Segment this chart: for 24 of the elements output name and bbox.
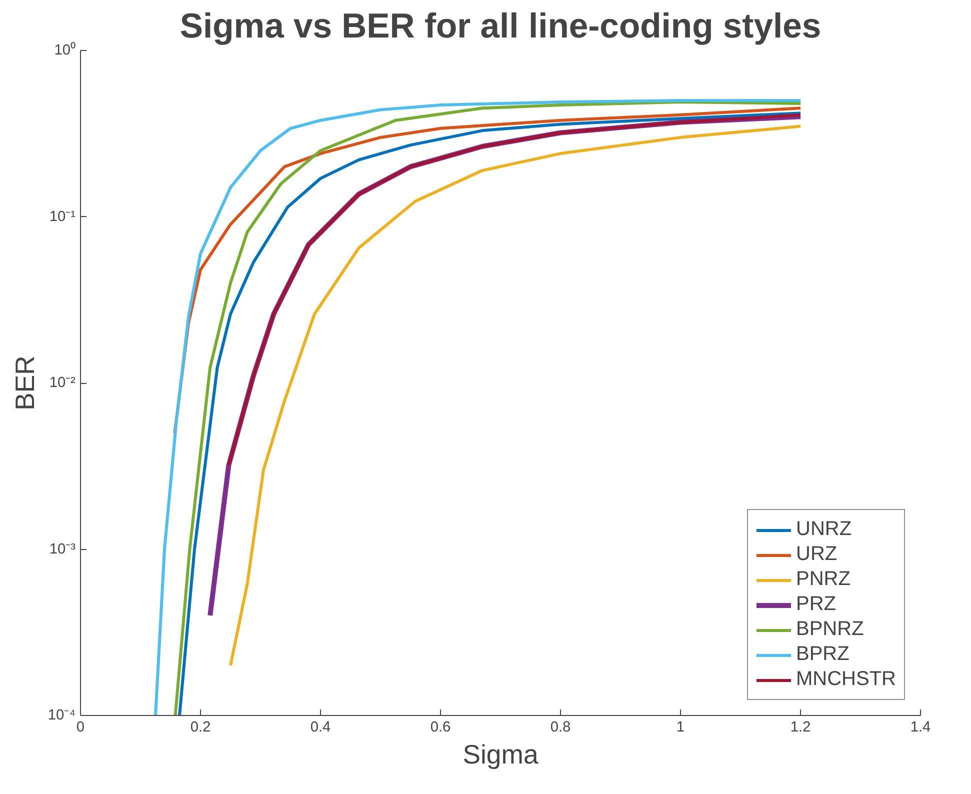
- y-tick-label: 10⁻¹: [49, 208, 76, 225]
- y-tick-label: 10⁻⁴: [48, 708, 76, 724]
- y-axis-title: BER: [10, 356, 40, 410]
- y-tick-label: 10⁻²: [49, 375, 76, 391]
- chart-title: Sigma vs BER for all line-coding styles: [180, 8, 822, 46]
- x-tick-label: 0: [76, 720, 85, 736]
- x-tick-label: 1.4: [910, 720, 931, 736]
- legend-label: BPNRZ: [796, 618, 864, 641]
- legend-label: MNCHSTR: [796, 668, 896, 691]
- x-tick-label: 0.6: [430, 720, 451, 736]
- y-tick-label: 10⁻³: [49, 541, 76, 558]
- line-series: [227, 113, 802, 467]
- x-tick-label: 0.2: [190, 720, 211, 736]
- x-tick-label: 1: [676, 720, 685, 736]
- y-tick-label: 10⁰: [54, 42, 76, 58]
- legend-label: URZ: [796, 543, 838, 566]
- x-tick-label: 0.4: [310, 720, 331, 736]
- legend-label: PRZ: [796, 593, 836, 616]
- x-tick-label: 0.8: [550, 720, 571, 736]
- legend-label: PNRZ: [796, 568, 850, 591]
- x-axis-title: Sigma: [462, 740, 538, 770]
- x-tick-label: 1.2: [790, 720, 811, 736]
- legend-label: UNRZ: [796, 518, 852, 541]
- legend-label: BPRZ: [796, 643, 850, 666]
